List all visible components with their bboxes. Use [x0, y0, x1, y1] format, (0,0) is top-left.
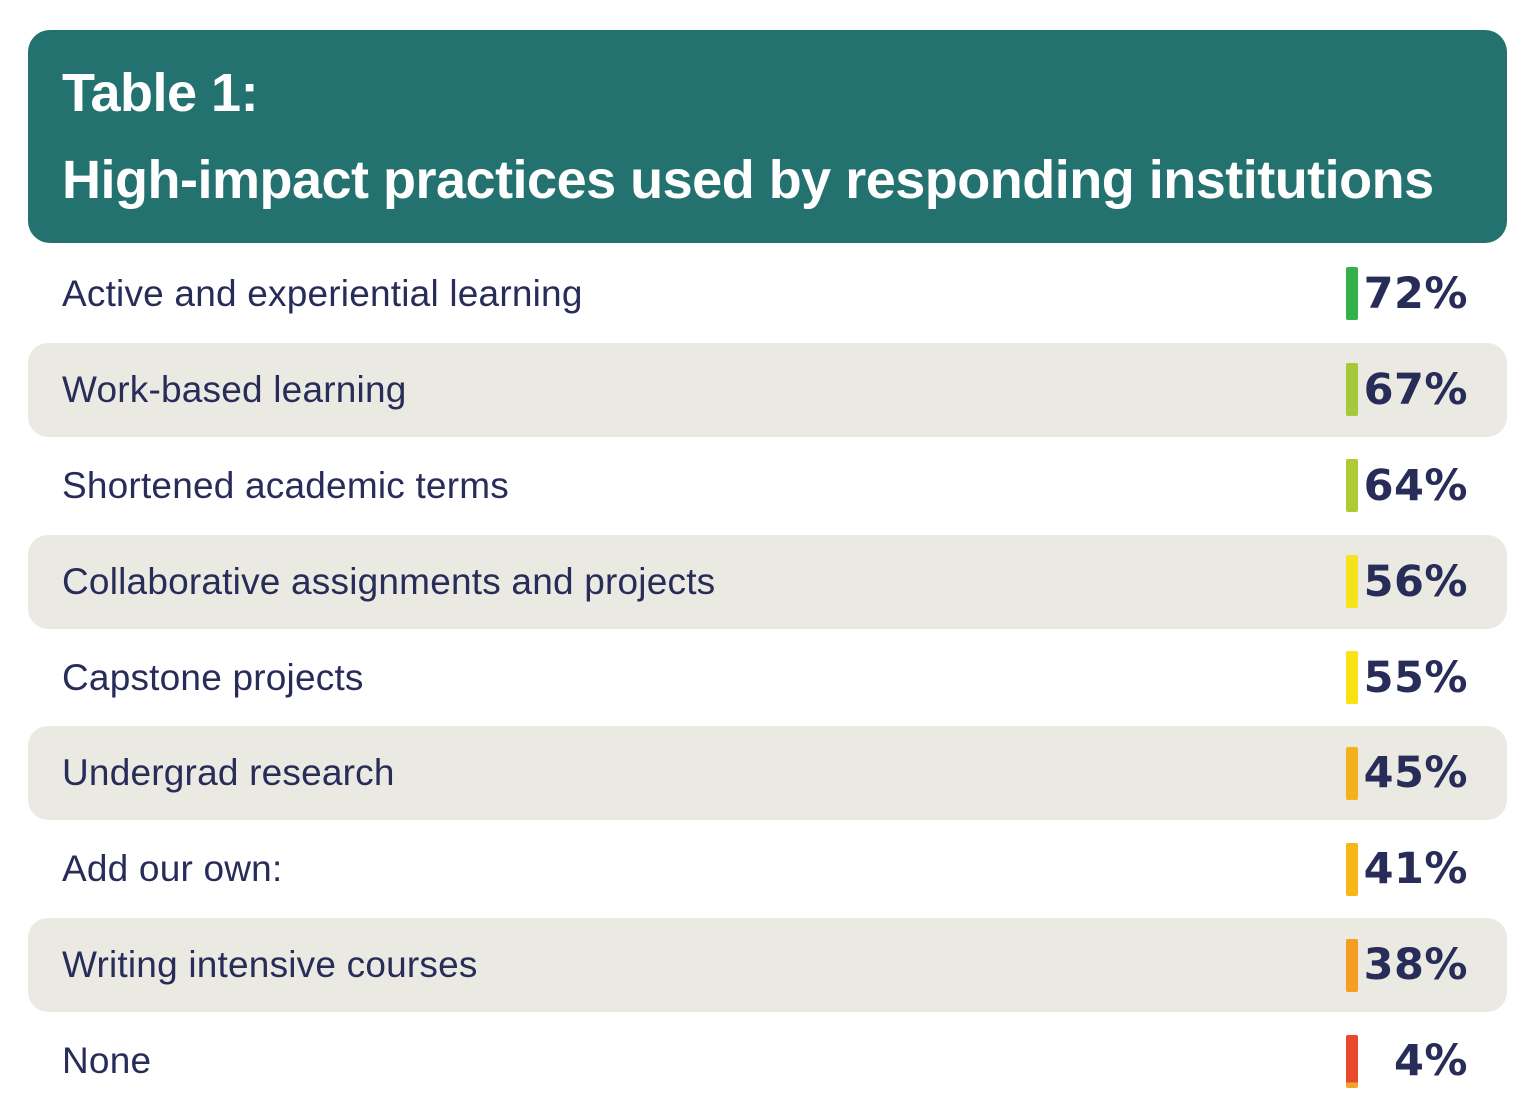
value-marker-icon [1346, 746, 1358, 800]
table-number-title: Table 1: [62, 63, 259, 124]
percent-value: 56% [1363, 556, 1468, 607]
percent-value: 45% [1363, 748, 1468, 799]
percent-value: 64% [1363, 460, 1468, 511]
table-row: Add our own: 41% [28, 822, 1507, 916]
percent-value: 4% [1393, 1036, 1468, 1087]
percent-value: 72% [1363, 268, 1468, 319]
value-marker-icon [1346, 1034, 1358, 1088]
practice-label: Work-based learning [62, 368, 407, 410]
practice-label: Writing intensive courses [62, 944, 478, 986]
percent-value: 41% [1363, 844, 1468, 895]
practice-label: Shortened academic terms [62, 464, 509, 506]
practice-label: Active and experiential learning [62, 272, 583, 314]
practice-label: Undergrad research [62, 752, 395, 794]
percent-value: 38% [1363, 940, 1468, 991]
practice-label: None [62, 1040, 152, 1082]
table-row: Undergrad research 45% [28, 726, 1507, 821]
table-row: Shortened academic terms 64% [28, 439, 1507, 533]
value-marker-icon [1346, 938, 1358, 992]
table-title: High-impact practices used by responding… [62, 149, 1434, 210]
table-header: Table 1: High-impact practices used by r… [28, 30, 1507, 243]
practice-label: Add our own: [62, 848, 283, 890]
practice-label: Collaborative assignments and projects [62, 560, 716, 602]
table-row: Writing intensive courses 38% [28, 918, 1507, 1013]
table-row: None 4% [28, 1014, 1507, 1108]
value-marker-icon [1346, 459, 1358, 513]
table-row: Collaborative assignments and projects 5… [28, 534, 1507, 629]
table-row: Active and experiential learning 72% [28, 247, 1507, 341]
percent-value: 67% [1363, 364, 1468, 415]
value-marker-icon [1346, 363, 1358, 417]
table-body: Active and experiential learning 72% Wor… [28, 247, 1507, 1108]
value-marker-icon [1346, 842, 1358, 896]
value-marker-icon [1346, 267, 1358, 321]
table-row: Capstone projects 55% [28, 631, 1507, 725]
value-marker-icon [1346, 651, 1358, 704]
percent-value: 55% [1363, 652, 1468, 703]
value-marker-icon [1346, 555, 1358, 609]
practice-label: Capstone projects [62, 656, 364, 698]
table-row: Work-based learning 67% [28, 342, 1507, 437]
